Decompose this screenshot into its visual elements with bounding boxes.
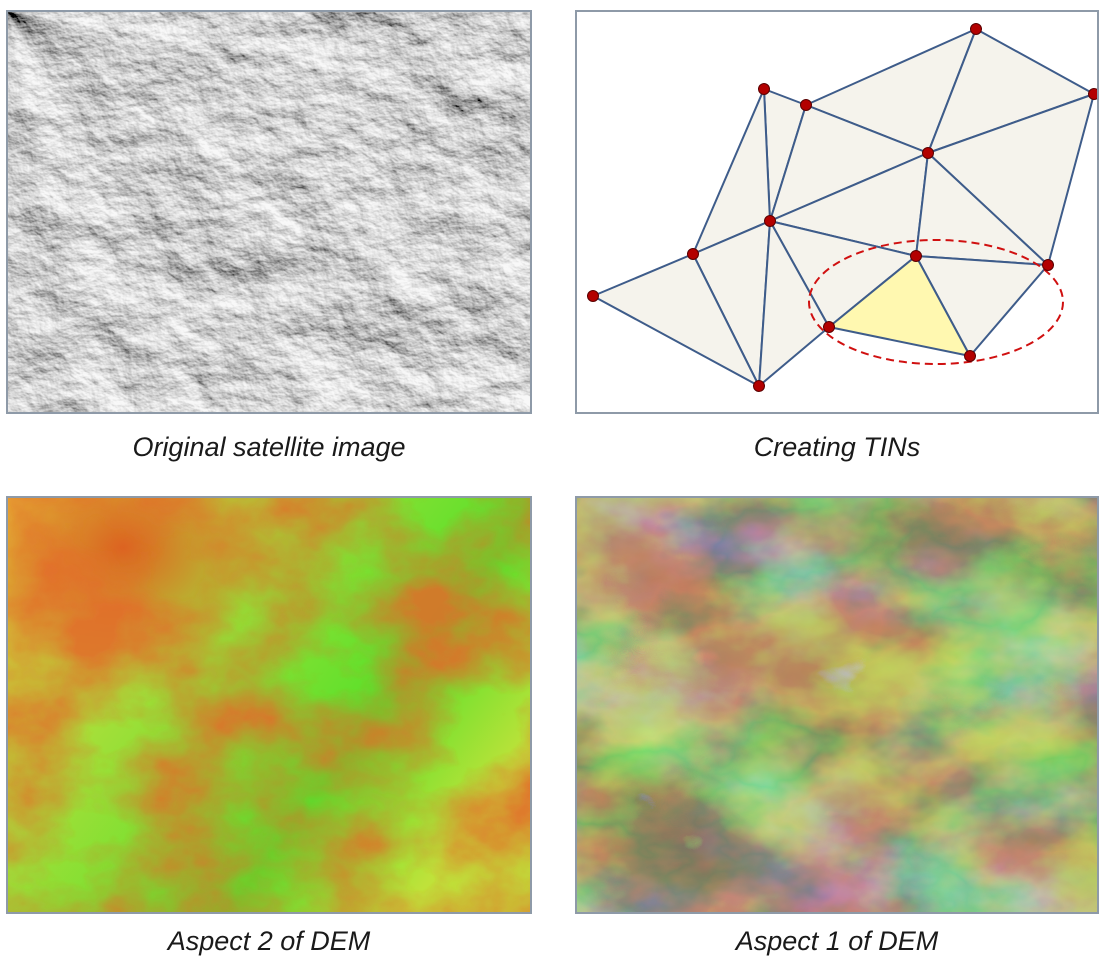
tin-node xyxy=(687,248,699,260)
tin-nodes xyxy=(587,23,1097,392)
satellite-hillshade-image xyxy=(8,12,530,412)
tin-node xyxy=(753,380,765,392)
tin-highlight-ellipse xyxy=(808,239,1064,365)
aspect2-dem-image xyxy=(8,498,530,912)
tin-node xyxy=(823,321,835,333)
tin-node xyxy=(970,23,982,35)
satellite-image-caption: Original satellite image xyxy=(132,432,406,462)
tin-triangle xyxy=(758,220,830,387)
tin-panel xyxy=(575,10,1099,414)
tin-node xyxy=(910,250,922,262)
tin-node xyxy=(1088,88,1097,100)
tin-node xyxy=(800,99,812,111)
tin-triangle xyxy=(592,253,760,387)
tin-triangles xyxy=(592,28,1095,387)
aspect2-caption: Aspect 2 of DEM xyxy=(167,926,371,956)
tin-highlighted-triangle xyxy=(828,255,971,357)
tin-node xyxy=(922,147,934,159)
aspect2-panel xyxy=(6,496,532,914)
tin-node xyxy=(587,290,599,302)
aspect1-caption: Aspect 1 of DEM xyxy=(735,926,939,956)
tin-node xyxy=(1042,259,1054,271)
aspect1-dem-image xyxy=(577,498,1097,912)
tin-diagram xyxy=(587,23,1097,392)
tin-caption: Creating TINs xyxy=(753,432,921,462)
satellite-image-panel xyxy=(6,10,532,414)
aspect1-panel xyxy=(575,496,1099,914)
tin-node xyxy=(764,215,776,227)
tin-node xyxy=(964,350,976,362)
tin-node xyxy=(758,83,770,95)
